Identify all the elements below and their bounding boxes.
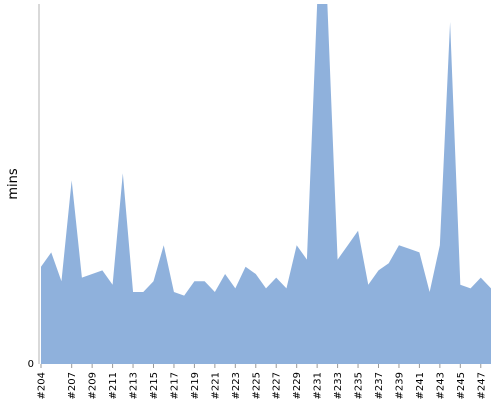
data-point [479,276,483,280]
data-point [377,268,381,272]
y-axis-ticks: 0 [28,359,34,370]
x-tick-label: #219 [190,372,201,399]
x-tick-label: #213 [129,372,140,399]
data-point [172,290,176,294]
data-point [152,279,156,283]
data-point [80,276,84,280]
series-area [41,4,491,364]
x-tick-label: #243 [435,372,446,399]
x-tick-label: #229 [292,372,303,399]
data-point [254,272,258,276]
data-point [325,2,329,6]
data-point [39,265,43,269]
data-point [162,243,166,247]
data-point [407,247,411,251]
data-point [223,272,227,276]
data-point [305,258,309,262]
data-point [346,243,350,247]
data-point [428,290,432,294]
x-tick-label: #217 [169,372,180,399]
x-tick-label: #209 [88,372,99,399]
x-tick-label: #239 [394,372,405,399]
data-point [315,2,319,6]
x-tick-label: #221 [210,372,221,399]
data-point [397,243,401,247]
x-tick-label: #237 [374,372,385,399]
x-tick-label: #227 [272,372,283,399]
data-point [274,276,278,280]
data-point [244,265,248,269]
data-point [49,250,53,254]
x-tick-label: #204 [37,372,48,399]
x-tick-label: #235 [354,372,365,399]
data-point [336,258,340,262]
data-point [489,286,493,290]
x-tick-label: #245 [456,372,467,399]
data-point [203,279,207,283]
data-point [141,290,145,294]
x-tick-label: #247 [476,372,487,399]
data-point [192,279,196,283]
x-tick-label: #207 [67,372,78,399]
data-point [284,286,288,290]
data-point [438,243,442,247]
x-tick-label: #241 [415,372,426,399]
data-point [121,171,125,175]
x-axis-ticks: #204 #207 #209 #211 #213 #215 #217 #219 #221 #223… [37,364,487,399]
data-point [90,272,94,276]
y-axis-label: mins [6,168,21,200]
data-point [100,268,104,272]
data-point [469,286,473,290]
data-point [233,286,237,290]
data-point [387,261,391,265]
x-tick-label: #225 [251,372,262,399]
data-point [70,178,74,182]
data-point [111,283,115,287]
data-point [182,294,186,298]
data-point [356,229,360,233]
data-point [366,283,370,287]
data-point [448,20,452,24]
x-tick-label: #215 [149,372,160,399]
x-tick-label: #211 [108,372,119,399]
data-point [264,286,268,290]
data-point [59,279,63,283]
data-point [295,243,299,247]
x-tick-label: #233 [333,372,344,399]
x-tick-label: #231 [313,372,324,399]
x-tick-label: #223 [231,372,242,399]
data-point [458,283,462,287]
data-point [213,290,217,294]
data-point [417,250,421,254]
y-tick-label: 0 [28,359,34,370]
data-point [131,290,135,294]
plot-area [39,2,493,364]
